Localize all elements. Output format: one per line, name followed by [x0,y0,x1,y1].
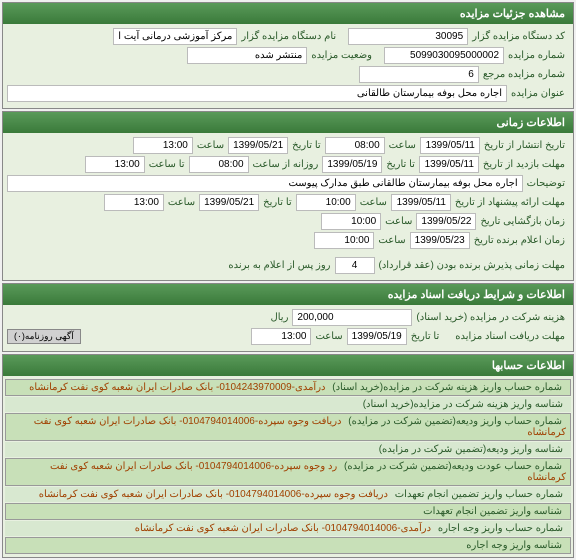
account-row-9: شناسه واریز وجه اجاره [5,537,571,554]
explain-label: توضیحات [523,176,569,191]
publish-to-hour: 13:00 [133,137,193,154]
r1-label: شماره حساب واریز هزینه شرکت در مزایده(خر… [328,380,566,395]
contract-label: مهلت زمانی پذیرش برنده بودن (عقد قرارداد… [375,258,570,273]
hour-label-4: ساعت [164,195,199,210]
account-row-2: شناسه واریز هزینه شرکت در مزایده(خرید اس… [5,397,571,412]
r9-label: شناسه واریز وجه اجاره [462,538,566,553]
r8-val: درآمدی-0104794014006- بانک صادرات ایران … [135,523,431,534]
open-hour: 10:00 [321,213,381,230]
ref-value: 6 [359,66,479,83]
details-body: کد دستگاه مزایده گزار 30095 نام دستگاه م… [3,24,573,108]
daily-from: 08:00 [189,156,249,173]
time-header: اطلاعات زمانی [3,112,573,133]
contract-days: 4 [335,257,375,274]
time-panel: اطلاعات زمانی تاریخ انتشار از تاریخ 1399… [2,111,574,281]
visit-to-hour: 13:00 [85,156,145,173]
winner-hour: 10:00 [314,232,374,249]
details-panel: مشاهده جزئیات مزایده کد دستگاه مزایده گز… [2,2,574,109]
contract-suffix: روز پس از اعلام به برنده [224,258,334,273]
accounts-panel: اطلاعات حسابها شماره حساب واریز هزینه شر… [2,354,574,558]
account-row-4: شناسه واریز ودیعه(تضمین شرکت در مزایده) [5,442,571,457]
hour-label-1: ساعت [385,138,420,153]
status-value: منتشر شده [187,47,307,64]
hour-label-5: ساعت [381,214,416,229]
account-row-7: شناسه واریز تضمین انجام تعهدات [5,503,571,520]
account-row-1: شماره حساب واریز هزینه شرکت در مزایده(خر… [5,379,571,396]
fee-label: هزینه شرکت در مزایده (خرید اسناد) [412,310,569,325]
offer-from: 1399/05/11 [391,194,451,211]
r7-label: شناسه واریز تضمین انجام تعهدات [419,504,566,519]
newspaper-ad-button[interactable]: آگهی روزنامه(۰) [7,329,81,344]
r8-label: شماره حساب واریز وجه اجاره [434,521,567,536]
deadline-hour: 13:00 [251,328,311,345]
publish-to: 1399/05/21 [228,137,288,154]
offer-from-label: مهلت ارائه پیشنهاد از تاریخ [451,195,569,210]
hour-label-3: ساعت [356,195,391,210]
ref-label: شماره مزایده مرجع [479,67,569,82]
r4-label: شناسه واریز ودیعه(تضمین شرکت در مزایده) [375,442,567,457]
fee-value: 200,000 [292,309,412,326]
title-value: اجاره محل بوفه بیمارستان طالقانی [7,85,507,102]
docs-header: اطلاعات و شرایط دریافت اسناد مزایده [3,284,573,305]
r1-val: درآمدی-0104243970009- بانک صادرات ایران … [29,382,325,393]
account-row-8: شماره حساب واریز وجه اجاره درآمدی-010479… [5,521,571,536]
open-label: زمان بازگشایی تاریخ [476,214,569,229]
docs-panel: اطلاعات و شرایط دریافت اسناد مزایده هزین… [2,283,574,352]
winner-date: 1399/05/23 [410,232,470,249]
visit-from: 1399/05/11 [419,156,479,173]
hour-label-6: ساعت [374,233,409,248]
visit-from-label: مهلت بازدید از تاریخ [479,157,569,172]
number-value: 5099030095000002 [384,47,504,64]
publish-from-hour: 08:00 [325,137,385,154]
offer-to: 1399/05/21 [199,194,259,211]
code-value: 30095 [348,28,468,45]
code-label: کد دستگاه مزایده گزار [468,29,569,44]
account-row-3: شماره حساب واریز ودیعه(تضمین شرکت در مزا… [5,413,571,441]
r6-label: شماره حساب واریز تضمین انجام تعهدات [391,487,567,502]
r6-val: دریافت وجوه سپرده-0104794014006- بانک صا… [39,489,388,500]
account-row-6: شماره حساب واریز تضمین انجام تعهدات دریا… [5,487,571,502]
hour-label-2: ساعت [193,138,228,153]
details-header: مشاهده جزئیات مزایده [3,3,573,24]
deadline-label: مهلت دریافت اسناد مزایده [451,329,569,344]
name-label: نام دستگاه مزایده گزار [237,29,340,44]
offer-from-hour: 10:00 [296,194,356,211]
account-row-5: شماره حساب عودت ودیعه(تضمین شرکت در مزای… [5,458,571,486]
deadline-date: 1399/05/19 [347,328,407,345]
publish-from: 1399/05/11 [420,137,480,154]
deadline-hour-label: ساعت [311,329,346,344]
accounts-header: اطلاعات حسابها [3,355,573,376]
offer-to-hour: 13:00 [104,194,164,211]
explain-value: اجاره محل بوفه بیمارستان طالقانی طبق مدا… [7,175,523,192]
open-date: 1399/05/22 [416,213,476,230]
status-label: وضعیت مزایده [307,48,376,63]
currency-label: ریال [266,310,292,325]
deadline-to-label: تا تاریخ [407,329,444,344]
winner-label: زمان اعلام برنده تاریخ [470,233,569,248]
visit-to: 1399/05/19 [322,156,382,173]
time-body: تاریخ انتشار از تاریخ 1399/05/11 ساعت 08… [3,133,573,280]
name-value: مرکز آموزشی درمانی آیت ا [113,28,237,45]
to-date-label-2: تا تاریخ [382,157,419,172]
to-date-label-1: تا تاریخ [288,138,325,153]
r2-label: شناسه واریز هزینه شرکت در مزایده(خرید اس… [359,397,567,412]
accounts-body: شماره حساب واریز هزینه شرکت در مزایده(خر… [3,376,573,557]
visit-to-hour-label: تا ساعت [145,157,189,172]
to-date-label-3: تا تاریخ [259,195,296,210]
daily-label: روزانه از ساعت [249,157,323,172]
publish-from-label: تاریخ انتشار از تاریخ [480,138,569,153]
number-label: شماره مزایده [504,48,569,63]
title-label: عنوان مزایده [507,86,569,101]
docs-body: هزینه شرکت در مزایده (خرید اسناد) 200,00… [3,305,573,351]
